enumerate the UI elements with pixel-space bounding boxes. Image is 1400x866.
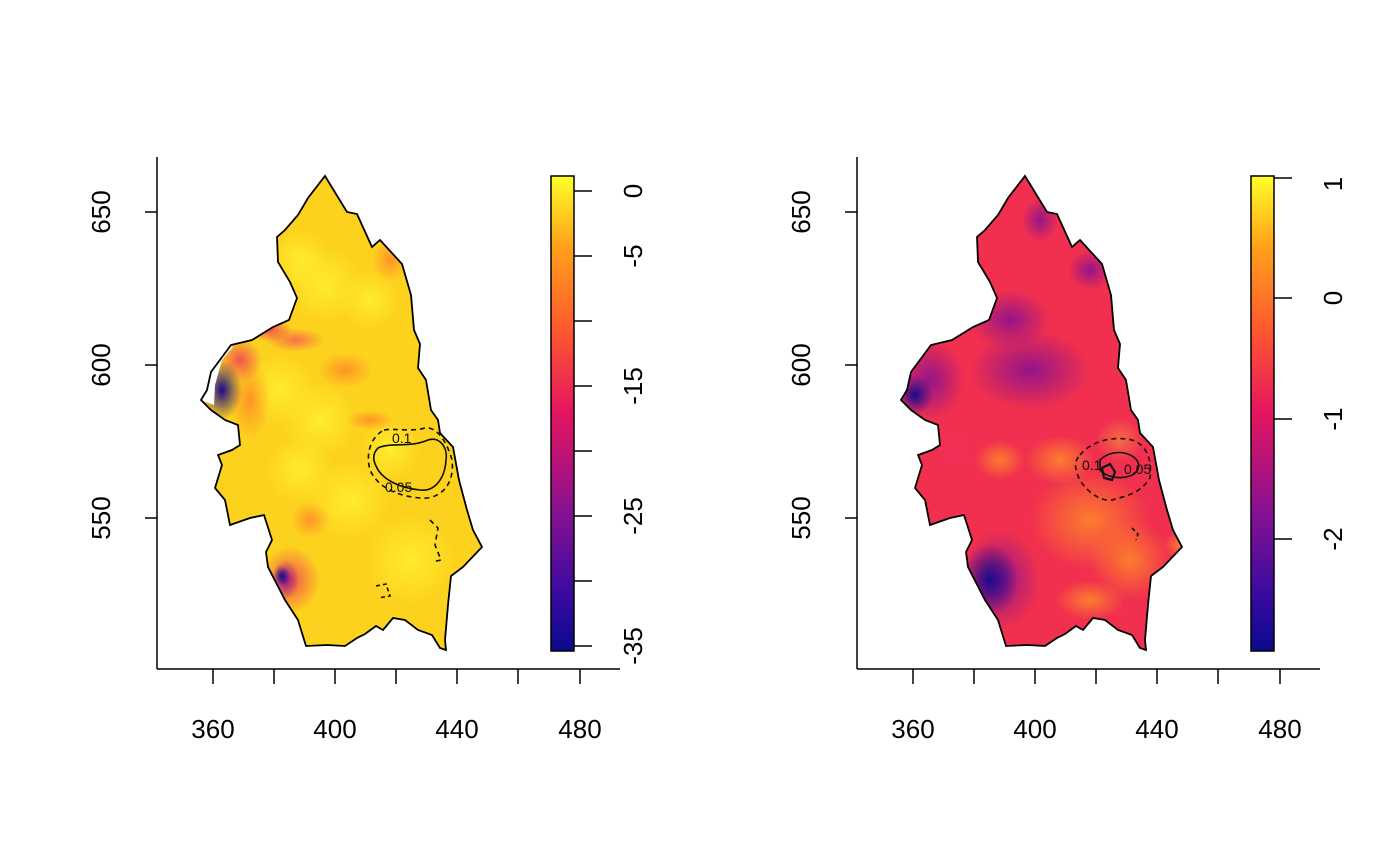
contour-label: 0.1 <box>1082 457 1102 473</box>
y-tick-label: 550 <box>86 496 116 539</box>
x-tick-label: 480 <box>558 714 601 744</box>
map-panel-left: 650 600 550 360 400 440 480 <box>86 157 648 744</box>
scale-bar <box>550 175 575 652</box>
scale-tick-label: -15 <box>618 367 648 405</box>
contour-label: 0.1 <box>392 430 412 446</box>
axes-left: 650 600 550 360 400 440 480 <box>86 157 620 744</box>
value-scale-right: 1 0 -1 -2 <box>1250 175 1348 652</box>
y-tick-label: 650 <box>86 190 116 233</box>
scale-tick-label: -1 <box>1318 407 1348 430</box>
map-panel-right: 650 600 550 360 400 440 480 <box>786 157 1348 744</box>
x-tick-label: 360 <box>891 714 934 744</box>
x-tick-label: 440 <box>435 714 478 744</box>
x-tick-label: 400 <box>1013 714 1056 744</box>
scale-tick-label: 0 <box>1318 291 1348 305</box>
raster-surface-left <box>201 176 482 650</box>
x-tick-label: 360 <box>191 714 234 744</box>
contour-lines-right <box>1074 437 1152 541</box>
x-tick-label: 440 <box>1135 714 1178 744</box>
scale-tick-label: -5 <box>618 244 648 267</box>
scale-tick-label: 1 <box>1318 177 1348 191</box>
scale-tick-label: 0 <box>618 184 648 198</box>
y-tick-label: 600 <box>786 343 816 386</box>
x-tick-label: 400 <box>313 714 356 744</box>
y-tick-label: 550 <box>786 496 816 539</box>
x-tick-label: 480 <box>1258 714 1301 744</box>
axes-right: 650 600 550 360 400 440 480 <box>786 157 1320 744</box>
y-tick-label: 600 <box>86 343 116 386</box>
scale-tick-label: -25 <box>618 497 648 535</box>
scale-tick-label: -35 <box>618 627 648 665</box>
y-tick-label: 650 <box>786 190 816 233</box>
scale-tick-label: -2 <box>1318 527 1348 550</box>
contour-label: 0.05 <box>385 479 412 495</box>
contour-lines-left <box>367 427 454 599</box>
value-scale-left: 0 -5 -15 -25 -35 <box>550 175 648 665</box>
contour-label: 0.05 <box>1124 461 1151 477</box>
scale-bar <box>1250 175 1275 652</box>
